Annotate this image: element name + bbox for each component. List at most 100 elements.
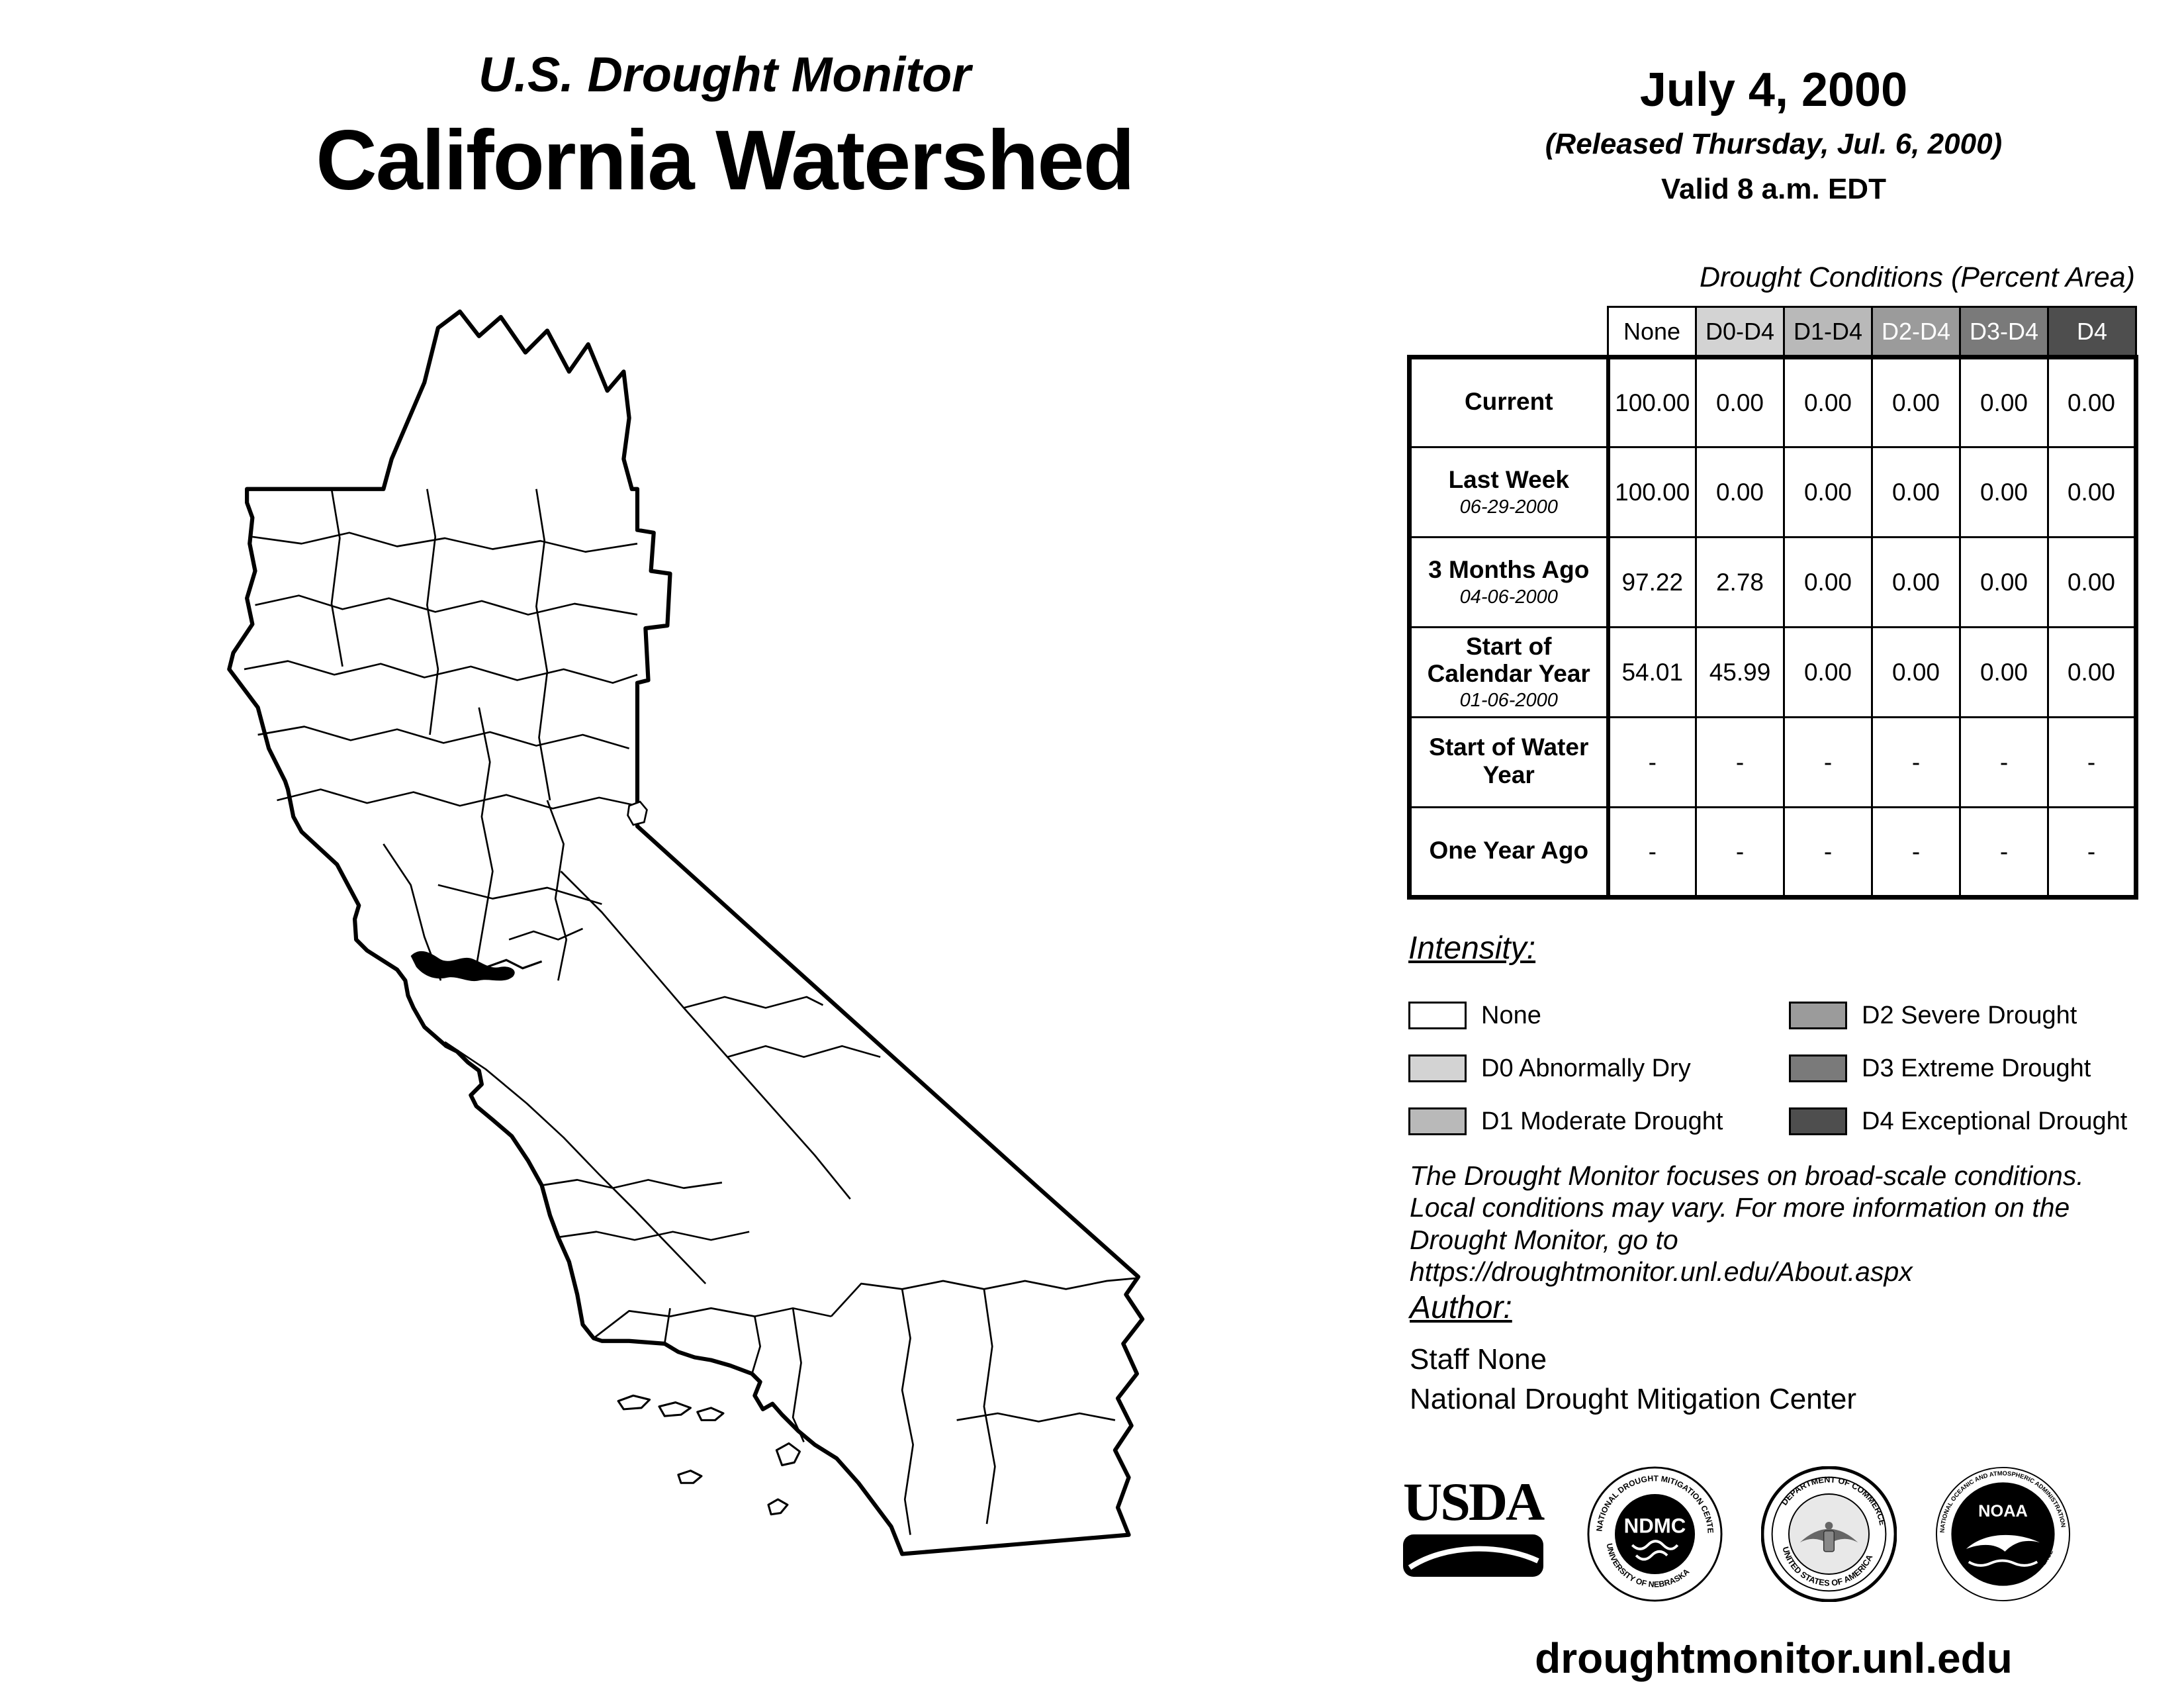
channel-islands bbox=[617, 1394, 801, 1516]
cell-value: 54.01 bbox=[1607, 626, 1697, 718]
california-watershed-map bbox=[218, 298, 1231, 1609]
legend-label: D3 Extreme Drought bbox=[1862, 1054, 2091, 1082]
column-header-d1d4: D1-D4 bbox=[1783, 306, 1873, 358]
footer-url: droughtmonitor.unl.edu bbox=[1535, 1634, 2013, 1682]
legend-label: D2 Severe Drought bbox=[1862, 1001, 2077, 1029]
region-title: California Watershed bbox=[316, 113, 1135, 208]
delta-lines bbox=[486, 959, 543, 970]
cell-value: 0.00 bbox=[1871, 536, 1961, 628]
legend-item-d3: D3 Extreme Drought bbox=[1789, 1042, 2156, 1095]
cell-value: 0.00 bbox=[1871, 626, 1961, 718]
table-row-one-year-ago: One Year Ago - - - - - - bbox=[1407, 806, 2138, 900]
table-header-row: None D0-D4 D1-D4 D2-D4 D3-D4 D4 bbox=[1409, 306, 2137, 358]
cell-value: - bbox=[1871, 806, 1961, 900]
cell-value: 100.00 bbox=[1607, 355, 1697, 448]
table-row-current: Current 100.00 0.00 0.00 0.00 0.00 0.00 bbox=[1407, 355, 2138, 448]
lake-tahoe-shape bbox=[627, 800, 648, 826]
legend-swatch bbox=[1789, 1055, 1847, 1082]
disclaimer-line: The Drought Monitor focuses on broad-sca… bbox=[1410, 1160, 2084, 1191]
cell-value: - bbox=[1871, 716, 1961, 808]
cell-value: - bbox=[2047, 806, 2138, 900]
table-title: Drought Conditions (Percent Area) bbox=[1699, 261, 2135, 293]
column-header-d3d4: D3-D4 bbox=[1959, 306, 2049, 358]
legend-item-d4: D4 Exceptional Drought bbox=[1789, 1095, 2156, 1148]
author-org: National Drought Mitigation Center bbox=[1410, 1383, 1857, 1415]
cell-value: 0.00 bbox=[1871, 446, 1961, 538]
svg-text:NDMC: NDMC bbox=[1624, 1515, 1686, 1538]
row-label: 3 Months Ago 04-06-2000 bbox=[1407, 536, 1610, 628]
cell-value: 0.00 bbox=[1959, 626, 2049, 718]
table-corner bbox=[1409, 306, 1608, 357]
table-row-start-calendar-year: Start of Calendar Year 01-06-2000 54.01 … bbox=[1407, 626, 2138, 718]
legend-swatch bbox=[1408, 1002, 1467, 1029]
intensity-legend: Intensity: None D0 Abnormally Dry D1 Mod… bbox=[1408, 930, 2156, 1148]
legend-label: D4 Exceptional Drought bbox=[1862, 1107, 2128, 1135]
logos-row: USDA NATIONAL DROUGHT MITIGATION CENTER … bbox=[1402, 1466, 2163, 1602]
sf-bay-shape bbox=[410, 951, 515, 982]
cell-value: 45.99 bbox=[1695, 626, 1785, 718]
column-header-none: None bbox=[1607, 306, 1697, 358]
watershed-lines-north bbox=[244, 489, 638, 810]
date-block: July 4, 2000 (Released Thursday, Jul. 6,… bbox=[1403, 63, 2144, 206]
cell-value: 0.00 bbox=[1959, 446, 2049, 538]
cell-value: - bbox=[1607, 716, 1697, 808]
cell-value: - bbox=[1783, 806, 1873, 900]
legend-swatch bbox=[1789, 1002, 1847, 1029]
valid-time: Valid 8 a.m. EDT bbox=[1661, 173, 1886, 205]
cell-value: 0.00 bbox=[1783, 626, 1873, 718]
drought-conditions-table: None D0-D4 D1-D4 D2-D4 D3-D4 D4 Current … bbox=[1407, 306, 2138, 900]
legend-label: None bbox=[1481, 1001, 1541, 1029]
row-label: Last Week 06-29-2000 bbox=[1407, 446, 1610, 538]
column-header-d4: D4 bbox=[2047, 306, 2137, 358]
commerce-logo: DEPARTMENT OF COMMERCE UNITED STATES OF … bbox=[1761, 1466, 1897, 1602]
cell-value: 2.78 bbox=[1695, 536, 1785, 628]
author-name: Staff None bbox=[1410, 1343, 1547, 1376]
author-section: Author: Staff None National Drought Miti… bbox=[1410, 1289, 2177, 1416]
cell-value: 0.00 bbox=[2047, 446, 2138, 538]
cell-value: 0.00 bbox=[1695, 355, 1785, 448]
noaa-logo: NATIONAL OCEANIC AND ATMOSPHERIC ADMINIS… bbox=[1935, 1466, 2071, 1602]
cell-value: 100.00 bbox=[1607, 446, 1697, 538]
row-label: Start of Calendar Year 01-06-2000 bbox=[1407, 626, 1610, 718]
cell-value: 0.00 bbox=[1959, 536, 2049, 628]
legend-label: D1 Moderate Drought bbox=[1481, 1107, 1723, 1135]
monitor-title: U.S. Drought Monitor bbox=[478, 47, 971, 102]
cell-value: 0.00 bbox=[1783, 446, 1873, 538]
cell-value: - bbox=[1695, 716, 1785, 808]
table-row-3-months-ago: 3 Months Ago 04-06-2000 97.22 2.78 0.00 … bbox=[1407, 536, 2138, 628]
california-map-svg bbox=[227, 309, 1145, 1556]
legend-swatch bbox=[1408, 1055, 1467, 1082]
released-date: (Released Thursday, Jul. 6, 2000) bbox=[1545, 128, 2003, 160]
usda-logo: USDA bbox=[1403, 1472, 1547, 1577]
cell-value: - bbox=[1607, 806, 1697, 900]
column-header-d0d4: D0-D4 bbox=[1695, 306, 1785, 358]
cell-value: - bbox=[1695, 806, 1785, 900]
row-label: One Year Ago bbox=[1407, 806, 1610, 900]
legend-swatch bbox=[1789, 1107, 1847, 1135]
cell-value: 0.00 bbox=[1959, 355, 2049, 448]
table-row-last-week: Last Week 06-29-2000 100.00 0.00 0.00 0.… bbox=[1407, 446, 2138, 538]
disclaimer-line: Drought Monitor, go to https://droughtmo… bbox=[1410, 1224, 1913, 1288]
disclaimer-line: Local conditions may vary. For more info… bbox=[1410, 1192, 2070, 1223]
state-outline bbox=[227, 309, 1145, 1556]
legend-item-d2: D2 Severe Drought bbox=[1789, 989, 2156, 1042]
cell-value: 0.00 bbox=[1783, 355, 1873, 448]
cell-value: 0.00 bbox=[2047, 355, 2138, 448]
cell-value: 0.00 bbox=[1695, 446, 1785, 538]
cell-value: - bbox=[2047, 716, 2138, 808]
cell-value: 0.00 bbox=[2047, 536, 2138, 628]
cell-value: 0.00 bbox=[2047, 626, 2138, 718]
cell-value: 97.22 bbox=[1607, 536, 1697, 628]
cell-value: - bbox=[1959, 806, 2049, 900]
row-label: Current bbox=[1407, 355, 1610, 448]
cell-value: 0.00 bbox=[1783, 536, 1873, 628]
table-row-start-water-year: Start of Water Year - - - - - - bbox=[1407, 716, 2138, 808]
disclaimer: The Drought Monitor focuses on broad-sca… bbox=[1410, 1160, 2177, 1288]
legend-item-none: None bbox=[1408, 989, 1789, 1042]
watershed-lines-south bbox=[593, 1277, 1137, 1535]
column-header-d2d4: D2-D4 bbox=[1871, 306, 1961, 358]
legend-swatch bbox=[1408, 1107, 1467, 1135]
legend-label: D0 Abnormally Dry bbox=[1481, 1054, 1691, 1082]
svg-text:USDA: USDA bbox=[1403, 1472, 1545, 1532]
row-label: Start of Water Year bbox=[1407, 716, 1610, 808]
